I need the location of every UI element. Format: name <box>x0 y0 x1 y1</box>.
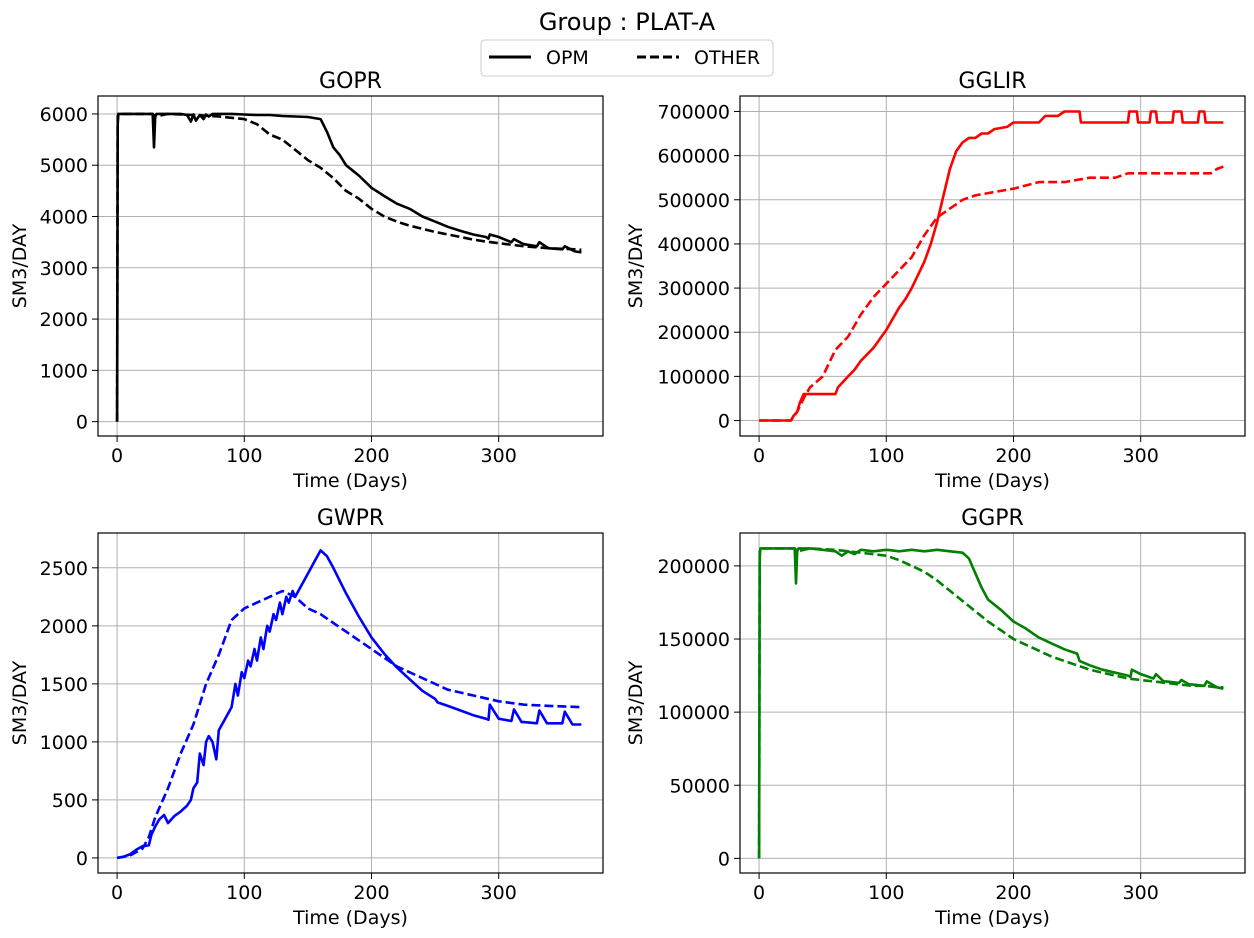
gglir-y-tick-label: 200000 <box>657 322 730 344</box>
legend-other-label: OTHER <box>694 47 760 69</box>
ggpr-series-other <box>757 547 1224 859</box>
gglir-ylabel: SM3/DAY <box>625 223 647 308</box>
gwpr-y-tick-label: 0 <box>76 848 88 870</box>
gwpr-y-tick-label: 2500 <box>40 558 88 580</box>
gopr-y-tick-label: 3000 <box>40 258 88 280</box>
ggpr-y-tick-label: 150000 <box>657 629 730 651</box>
ggpr-y-tick-label: 50000 <box>670 775 730 797</box>
legend-opm-label: OPM <box>546 47 589 69</box>
gopr-y-tick-label: 4000 <box>40 207 88 229</box>
ggpr-y-tick-label: 200000 <box>657 556 730 578</box>
ggpr-title: GGPR <box>961 506 1024 531</box>
gwpr-x-tick-label: 300 <box>481 882 517 904</box>
subplot-gglir: 0 100 200 300 0 100000 200000 300000 400000 50000… <box>625 69 1246 492</box>
legend-frame <box>480 39 774 77</box>
subplots: 0 100 200 3000100020003000400050006000GOPRT… <box>9 69 1246 929</box>
gglir-series-opm <box>759 110 1224 422</box>
ggpr-series-group <box>757 547 1224 859</box>
ggpr-x-tick-label: 0 <box>753 882 765 904</box>
ggpr-plot-area <box>740 533 1245 873</box>
gopr-x-tick-label: 0 <box>111 445 123 467</box>
subplot-ggpr: 0 100 200 300 0 50000 100000 150000 200000 GGPR Ti… <box>625 506 1246 929</box>
ggpr-x-tick-label: 100 <box>868 882 904 904</box>
ggpr-ylabel: SM3/DAY <box>625 660 647 745</box>
gglir-title: GGLIR <box>958 69 1026 94</box>
ggpr-y-tick-label: 0 <box>718 848 730 870</box>
gwpr-x-tick-label: 0 <box>111 882 123 904</box>
gwpr-y-tick-label: 500 <box>52 790 88 812</box>
gglir-y-tick-label: 700000 <box>657 101 730 123</box>
gopr-ylabel: SM3/DAY <box>9 223 31 308</box>
ggpr-x-tick-label: 200 <box>995 882 1031 904</box>
gopr-y-tick-label: 2000 <box>40 309 88 331</box>
gwpr-axes-frame <box>97 532 604 874</box>
gopr-x-tick-label: 200 <box>353 445 389 467</box>
gwpr-x-tick-label: 200 <box>353 882 389 904</box>
gwpr-x-tick-label: 100 <box>226 882 262 904</box>
ggpr-y-tick-label: 100000 <box>657 702 730 724</box>
gglir-y-tick-label: 100000 <box>657 366 730 388</box>
gwpr-y-tick-label: 1000 <box>40 732 88 754</box>
gopr-xlabel: Time (Days) <box>292 470 408 492</box>
gopr-series-other <box>115 112 582 422</box>
gwpr-series-other <box>116 589 582 860</box>
gglir-plot-area <box>740 96 1245 436</box>
gopr-y-tick-label: 5000 <box>40 155 88 177</box>
gwpr-xlabel: Time (Days) <box>292 907 408 929</box>
gglir-x-tick-label: 300 <box>1123 445 1159 467</box>
gopr-plot-area <box>98 96 603 436</box>
gglir-axes-frame <box>739 95 1246 437</box>
gglir-y-tick-label: 500000 <box>657 190 730 212</box>
gwpr-title: GWPR <box>317 506 384 531</box>
gglir-x-tick-label: 100 <box>868 445 904 467</box>
gglir-y-tick-label: 600000 <box>657 146 730 168</box>
gglir-y-tick-label: 0 <box>718 411 730 433</box>
ggpr-axes-frame <box>739 532 1246 874</box>
gglir-x-tick-label: 0 <box>753 445 765 467</box>
gglir-y-tick-label: 300000 <box>657 278 730 300</box>
gwpr-y-tick-label: 1500 <box>40 674 88 696</box>
legend: OPM OTHER <box>480 39 774 77</box>
gglir-series-group <box>759 110 1224 422</box>
gopr-y-tick-label: 6000 <box>40 104 88 126</box>
gwpr-plot-area <box>98 533 603 873</box>
gopr-x-tick-label: 300 <box>481 445 517 467</box>
gglir-series-other <box>759 165 1224 422</box>
ggpr-xlabel: Time (Days) <box>934 907 1050 929</box>
gopr-y-tick-label: 1000 <box>40 360 88 382</box>
gopr-series-group <box>115 112 582 422</box>
gopr-y-tick-label: 0 <box>76 412 88 434</box>
gopr-axes-frame <box>97 95 604 437</box>
gopr-series-opm <box>115 112 582 422</box>
gwpr-y-tick-label: 2000 <box>40 616 88 638</box>
gwpr-series-group <box>116 549 582 860</box>
subplot-gwpr: 0 100 200 300 0 500 1000 1500 2000 2500 GWPR Time (… <box>9 506 604 929</box>
gglir-y-tick-label: 400000 <box>657 234 730 256</box>
gwpr-ylabel: SM3/DAY <box>9 660 31 745</box>
ggpr-x-tick-label: 300 <box>1123 882 1159 904</box>
gopr-title: GOPR <box>319 69 382 94</box>
gwpr-series-opm <box>116 549 582 860</box>
gglir-xlabel: Time (Days) <box>934 470 1050 492</box>
subplot-gopr: 0 100 200 3000100020003000400050006000GOPRT… <box>9 69 604 492</box>
gglir-x-tick-label: 200 <box>995 445 1031 467</box>
figure-suptitle: Group : PLAT-A <box>539 8 716 36</box>
gopr-x-tick-label: 100 <box>226 445 262 467</box>
